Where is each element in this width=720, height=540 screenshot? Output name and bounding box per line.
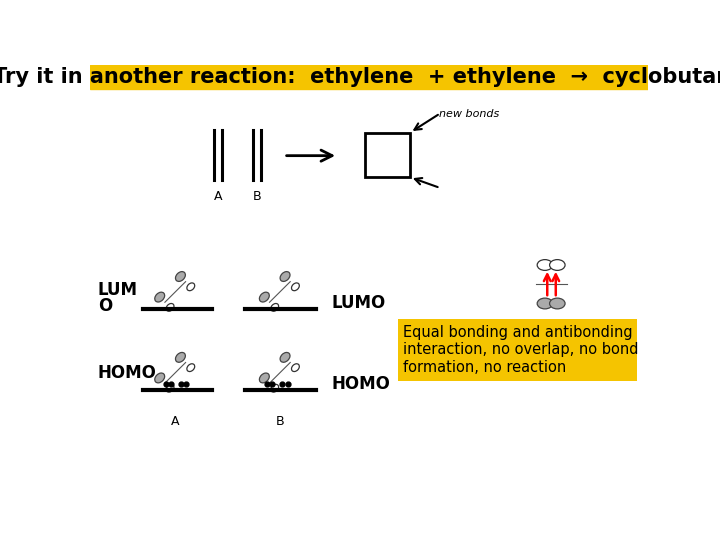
Text: HOMO: HOMO (98, 364, 157, 382)
Ellipse shape (187, 283, 194, 291)
Ellipse shape (280, 353, 290, 362)
Ellipse shape (537, 260, 553, 271)
FancyBboxPatch shape (398, 319, 637, 381)
Ellipse shape (259, 292, 269, 302)
Text: Try it in another reaction:  ethylene  + ethylene  →  cyclobutane: Try it in another reaction: ethylene + e… (0, 67, 720, 87)
Ellipse shape (271, 384, 279, 392)
Ellipse shape (536, 359, 554, 372)
Ellipse shape (549, 359, 566, 372)
Ellipse shape (537, 325, 553, 336)
Ellipse shape (549, 298, 565, 309)
Ellipse shape (549, 260, 565, 271)
Ellipse shape (166, 384, 174, 392)
Ellipse shape (292, 364, 300, 372)
Bar (90, 65, 648, 90)
Ellipse shape (549, 325, 565, 336)
Ellipse shape (176, 353, 185, 362)
Text: B: B (276, 415, 284, 428)
Text: LUMO: LUMO (332, 294, 386, 313)
Ellipse shape (271, 303, 279, 311)
Text: B: B (252, 190, 261, 202)
Text: A: A (214, 190, 222, 202)
Ellipse shape (280, 272, 290, 281)
Text: Equal bonding and antibonding
interaction, no overlap, no bond
formation, no rea: Equal bonding and antibonding interactio… (403, 325, 639, 375)
Text: HOMO: HOMO (332, 375, 391, 393)
Ellipse shape (187, 364, 194, 372)
Ellipse shape (166, 303, 174, 311)
Ellipse shape (155, 373, 165, 383)
Ellipse shape (537, 298, 553, 309)
Ellipse shape (292, 283, 300, 291)
Text: new bonds: new bonds (438, 110, 499, 119)
Text: A: A (171, 415, 179, 428)
Ellipse shape (176, 272, 185, 281)
Ellipse shape (155, 292, 165, 302)
Ellipse shape (259, 373, 269, 383)
Bar (365, 132, 410, 177)
Text: LUM
O: LUM O (98, 281, 138, 315)
